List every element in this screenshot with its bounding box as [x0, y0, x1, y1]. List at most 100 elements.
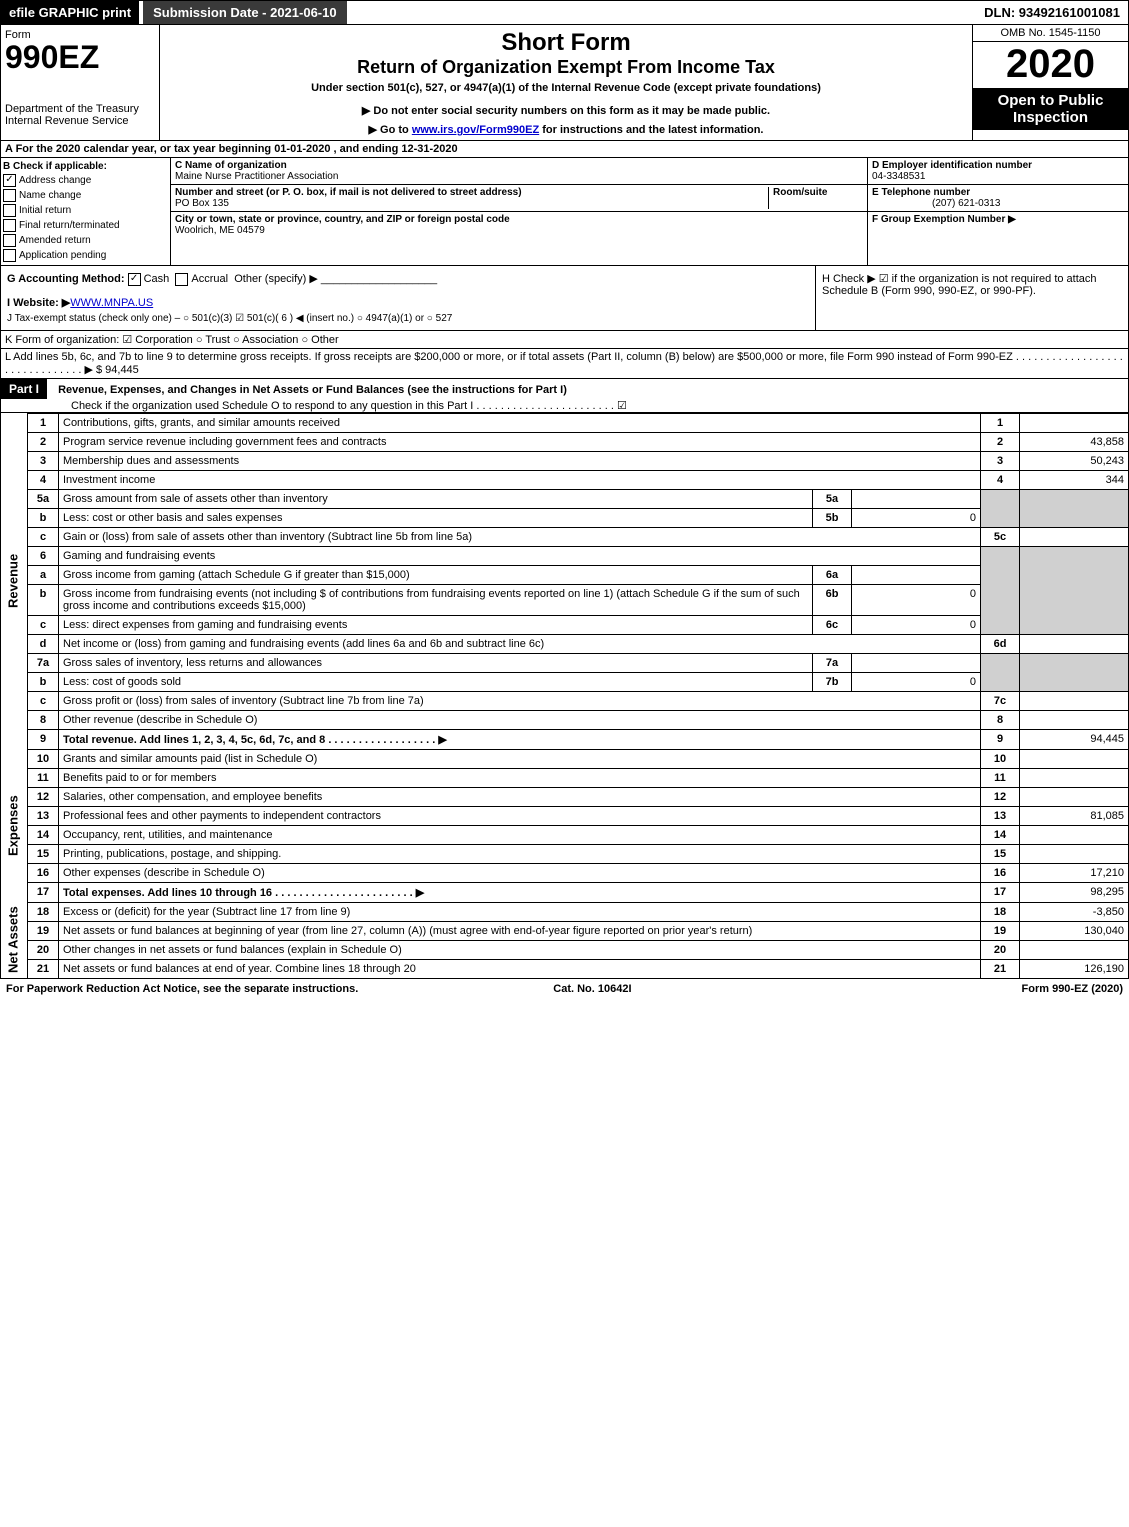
- top-bar: efile GRAPHIC print Submission Date - 20…: [0, 0, 1129, 25]
- chk-name-change[interactable]: Name change: [3, 188, 168, 203]
- form-header: Form 990EZ Department of the Treasury In…: [0, 25, 1129, 141]
- title-goto: ▶ Go to www.irs.gov/Form990EZ for instru…: [164, 123, 968, 136]
- header-left: Form 990EZ Department of the Treasury In…: [1, 25, 160, 140]
- box-d: D Employer identification number 04-3348…: [868, 158, 1128, 185]
- irs-link[interactable]: www.irs.gov/Form990EZ: [412, 124, 539, 136]
- line-k: K Form of organization: ☑ Corporation ○ …: [0, 331, 1129, 349]
- chk-address-change[interactable]: ✓Address change: [3, 173, 168, 188]
- row-12: 12Salaries, other compensation, and empl…: [1, 787, 1129, 806]
- chk-initial-return[interactable]: Initial return: [3, 203, 168, 218]
- line-j: J Tax-exempt status (check only one) – ○…: [7, 313, 809, 324]
- omb-number: OMB No. 1545-1150: [973, 25, 1128, 42]
- row-6d: dNet income or (loss) from gaming and fu…: [1, 634, 1129, 653]
- row-14: 14Occupancy, rent, utilities, and mainte…: [1, 825, 1129, 844]
- street: PO Box 135: [175, 198, 229, 209]
- footer-cat: Cat. No. 10642I: [553, 983, 631, 995]
- row-9: 9Total revenue. Add lines 1, 2, 3, 4, 5c…: [1, 729, 1129, 749]
- phone: (207) 621-0313: [872, 198, 1000, 209]
- row-19: 19Net assets or fund balances at beginni…: [1, 921, 1129, 940]
- form-number: 990EZ: [5, 41, 155, 73]
- row-16: 16Other expenses (describe in Schedule O…: [1, 863, 1129, 882]
- label-street: Number and street (or P. O. box, if mail…: [175, 187, 522, 198]
- street-block: Number and street (or P. O. box, if mail…: [171, 185, 867, 212]
- line-g: G Accounting Method: ✓Cash Accrual Other…: [7, 272, 809, 286]
- sidebar-revenue: Revenue: [1, 413, 28, 749]
- ein: 04-3348531: [872, 171, 925, 182]
- financial-table: Revenue 1Contributions, gifts, grants, a…: [0, 413, 1129, 979]
- goto-pre: ▶ Go to: [369, 124, 412, 136]
- part1-header: Part I Revenue, Expenses, and Changes in…: [0, 379, 1129, 413]
- box-b-title: B Check if applicable:: [3, 160, 168, 173]
- row-5a: 5aGross amount from sale of assets other…: [1, 489, 1129, 508]
- submission-date: Submission Date - 2021-06-10: [143, 1, 347, 24]
- row-17: 17Total expenses. Add lines 10 through 1…: [1, 882, 1129, 902]
- chk-cash[interactable]: ✓: [128, 273, 141, 286]
- header-center: Short Form Return of Organization Exempt…: [160, 25, 972, 140]
- line-i: I Website: ▶WWW.MNPA.US: [7, 296, 809, 309]
- city-block: City or town, state or province, country…: [171, 212, 867, 238]
- footer-form: Form 990-EZ (2020): [1022, 983, 1123, 995]
- row-5c: cGain or (loss) from sale of assets othe…: [1, 527, 1129, 546]
- box-f: F Group Exemption Number ▶: [868, 212, 1128, 227]
- row-3: 3Membership dues and assessments350,243: [1, 451, 1129, 470]
- row-6c: cLess: direct expenses from gaming and f…: [1, 615, 1129, 634]
- goto-post: for instructions and the latest informat…: [539, 124, 763, 136]
- row-10: Expenses 10Grants and similar amounts pa…: [1, 749, 1129, 768]
- title-ssn-warning: ▶ Do not enter social security numbers o…: [164, 104, 968, 117]
- info-block: B Check if applicable: ✓Address change N…: [0, 158, 1129, 266]
- row-2: 2Program service revenue including gover…: [1, 432, 1129, 451]
- label-c: C Name of organization: [175, 160, 287, 171]
- chk-accrual[interactable]: [175, 273, 188, 286]
- org-name-block: C Name of organization Maine Nurse Pract…: [171, 158, 867, 185]
- website-link[interactable]: WWW.MNPA.US: [70, 297, 153, 309]
- department: Department of the Treasury: [5, 103, 155, 115]
- title-short-form: Short Form: [164, 29, 968, 57]
- open-to-public: Open to Public Inspection: [973, 88, 1128, 130]
- row-11: 11Benefits paid to or for members11: [1, 768, 1129, 787]
- label-f: F Group Exemption Number ▶: [872, 214, 1016, 225]
- part1-title: Revenue, Expenses, and Changes in Net As…: [50, 384, 567, 396]
- efile-print-button[interactable]: efile GRAPHIC print: [1, 1, 139, 24]
- chk-amended-return[interactable]: Amended return: [3, 233, 168, 248]
- row-6a: aGross income from gaming (attach Schedu…: [1, 565, 1129, 584]
- row-7c: cGross profit or (loss) from sales of in…: [1, 691, 1129, 710]
- dln: DLN: 93492161001081: [976, 1, 1128, 24]
- sidebar-expenses: Expenses: [1, 749, 28, 902]
- line-h: H Check ▶ ☑ if the organization is not r…: [815, 266, 1128, 330]
- irs-label: Internal Revenue Service: [5, 115, 155, 127]
- chk-final-return[interactable]: Final return/terminated: [3, 218, 168, 233]
- row-5b: bLess: cost or other basis and sales exp…: [1, 508, 1129, 527]
- footer-left: For Paperwork Reduction Act Notice, see …: [6, 983, 358, 995]
- ghi-block: G Accounting Method: ✓Cash Accrual Other…: [0, 266, 1129, 331]
- part1-label: Part I: [1, 379, 47, 399]
- row-8: 8Other revenue (describe in Schedule O)8: [1, 710, 1129, 729]
- city: Woolrich, ME 04579: [175, 225, 265, 236]
- row-6b: bGross income from fundraising events (n…: [1, 584, 1129, 615]
- row-6: 6Gaming and fundraising events: [1, 546, 1129, 565]
- row-15: 15Printing, publications, postage, and s…: [1, 844, 1129, 863]
- sidebar-net-assets: Net Assets: [1, 902, 28, 978]
- box-c: C Name of organization Maine Nurse Pract…: [171, 158, 867, 265]
- title-return: Return of Organization Exempt From Incom…: [164, 57, 968, 78]
- row-4: 4Investment income4344: [1, 470, 1129, 489]
- line-a-period: A For the 2020 calendar year, or tax yea…: [0, 141, 1129, 158]
- box-def: D Employer identification number 04-3348…: [867, 158, 1128, 265]
- box-b: B Check if applicable: ✓Address change N…: [1, 158, 171, 265]
- label-e: E Telephone number: [872, 187, 970, 198]
- row-1: Revenue 1Contributions, gifts, grants, a…: [1, 413, 1129, 432]
- row-7b: bLess: cost of goods sold7b0: [1, 672, 1129, 691]
- footer: For Paperwork Reduction Act Notice, see …: [0, 979, 1129, 999]
- org-name: Maine Nurse Practitioner Association: [175, 171, 338, 182]
- row-7a: 7aGross sales of inventory, less returns…: [1, 653, 1129, 672]
- tax-year: 2020: [973, 42, 1128, 86]
- row-21: 21Net assets or fund balances at end of …: [1, 959, 1129, 978]
- label-room: Room/suite: [773, 187, 827, 198]
- header-right: OMB No. 1545-1150 2020 Open to Public In…: [972, 25, 1128, 140]
- part1-check-line: Check if the organization used Schedule …: [1, 400, 627, 412]
- row-18: Net Assets 18Excess or (deficit) for the…: [1, 902, 1129, 921]
- title-section: Under section 501(c), 527, or 4947(a)(1)…: [164, 82, 968, 94]
- box-e: E Telephone number (207) 621-0313: [868, 185, 1128, 212]
- chk-application-pending[interactable]: Application pending: [3, 248, 168, 263]
- row-13: 13Professional fees and other payments t…: [1, 806, 1129, 825]
- line-l: L Add lines 5b, 6c, and 7b to line 9 to …: [0, 349, 1129, 379]
